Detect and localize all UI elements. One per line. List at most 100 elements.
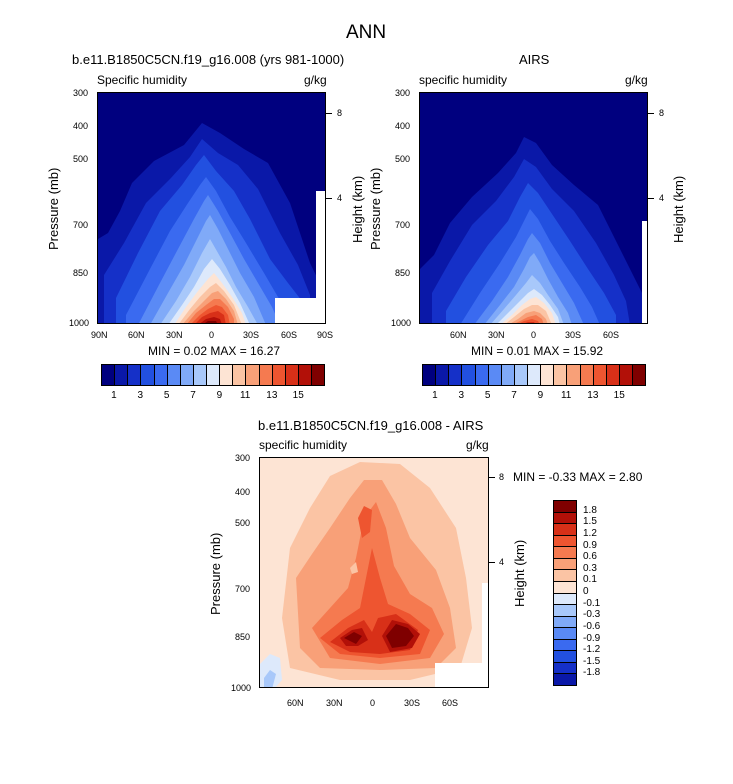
panel2-title: AIRS: [519, 52, 550, 67]
panel3-ylabel: Pressure (mb): [208, 532, 223, 615]
panel2-xtick-60s: 60S: [603, 330, 620, 340]
panel1-rtick-4: 4: [337, 193, 343, 203]
panel3-ytick-1000: 1000: [231, 683, 252, 693]
panel3-ytick-500: 500: [235, 518, 251, 528]
colorbar-label: 0.1: [583, 574, 597, 586]
panel1-ylabel-right: Height (km): [350, 175, 365, 243]
panel2-colorbar: [422, 364, 646, 386]
panel3-ytick-850: 850: [235, 632, 251, 642]
colorbar-swatch: [193, 365, 207, 385]
colorbar-swatch: [312, 365, 325, 385]
panel2-ytick-400: 400: [395, 121, 411, 131]
panel2-rtick-4-mark: [648, 198, 654, 199]
panel2-rtick-8-mark: [648, 113, 654, 114]
panel2-rtick-4: 4: [659, 193, 665, 203]
colorbar-label: 1.8: [583, 504, 597, 516]
colorbar-swatch: [554, 593, 576, 606]
panel2-ytick-700: 700: [395, 220, 411, 230]
colorbar-label: -0.6: [583, 620, 601, 632]
colorbar-swatch: [619, 365, 633, 385]
panel3-ylabel-right: Height (km): [512, 539, 527, 607]
panel1-ytick-300: 300: [73, 88, 89, 98]
panel3-colorbar: [553, 500, 577, 686]
colorbar-label: 0.6: [583, 551, 597, 563]
panel2-ylabel: Pressure (mb): [368, 167, 383, 250]
colorbar-swatch: [554, 662, 576, 675]
colorbar-swatch: [115, 365, 129, 385]
colorbar-swatch: [633, 365, 646, 385]
colorbar-swatch: [528, 365, 542, 385]
colorbar-swatch: [475, 365, 489, 385]
panel3-xtick-30s: 30S: [404, 698, 421, 708]
colorbar-label: 1: [111, 390, 117, 401]
colorbar-swatch: [554, 524, 576, 536]
panel3-xtick-60n: 60N: [287, 698, 304, 708]
colorbar-label: 3: [137, 390, 144, 401]
colorbar-swatch: [462, 365, 476, 385]
panel2-ytick-1000: 1000: [391, 318, 412, 328]
panel3-ytick-400: 400: [235, 487, 251, 497]
colorbar-swatch: [501, 365, 515, 385]
panel2-rtick-8: 8: [659, 108, 665, 118]
colorbar-swatch: [488, 365, 502, 385]
panel1-minmax: MIN = 0.02 MAX = 16.27: [148, 344, 281, 358]
colorbar-label: 9: [537, 390, 544, 401]
colorbar-swatch: [554, 535, 576, 548]
colorbar-swatch: [567, 365, 581, 385]
colorbar-swatch: [554, 547, 576, 559]
colorbar-label: 11: [560, 390, 572, 401]
panel3-minmax: MIN = -0.33 MAX = 2.80: [513, 470, 643, 484]
colorbar-swatch: [580, 365, 594, 385]
panel1-plot: [97, 92, 326, 324]
panel1-xtick-0: 0: [209, 330, 215, 340]
panel2-field: [420, 137, 647, 323]
colorbar-label: 1.5: [583, 516, 597, 528]
colorbar-swatch: [606, 365, 620, 385]
colorbar-swatch: [220, 365, 234, 385]
panel2-xtick-0: 0: [531, 330, 537, 340]
colorbar-label: -0.9: [583, 632, 601, 644]
panel2-left-label: specific humidity: [419, 73, 508, 87]
panel1-colorbar: [101, 364, 325, 386]
panel1-left-label: Specific humidity: [97, 73, 188, 87]
colorbar-swatch: [449, 365, 463, 385]
colorbar-label: -1.5: [583, 655, 601, 667]
colorbar-swatch: [233, 365, 247, 385]
colorbar-label: 15: [613, 390, 625, 401]
panel1-xtick-90n: 90N: [91, 330, 108, 340]
panel1-xtick-90s: 90S: [317, 330, 334, 340]
panel2-xtick-60n: 60N: [450, 330, 467, 340]
colorbar-swatch: [259, 365, 273, 385]
colorbar-swatch: [128, 365, 142, 385]
colorbar-swatch: [298, 365, 312, 385]
colorbar-label: -1.8: [583, 667, 601, 679]
panel1-xtick-30n: 30N: [166, 330, 183, 340]
panel1-units: g/kg: [304, 73, 327, 87]
panel3-rtick-4: 4: [499, 557, 505, 567]
colorbar-swatch: [102, 365, 116, 385]
colorbar-label: 7: [190, 390, 196, 401]
colorbar-swatch: [207, 365, 221, 385]
panel3-left-label: specific humidity: [259, 438, 348, 452]
panel3-ytick-300: 300: [235, 453, 251, 463]
panel1-ytick-500: 500: [73, 154, 89, 164]
colorbar-swatch: [554, 570, 576, 582]
colorbar-swatch: [272, 365, 286, 385]
colorbar-label: 0.9: [583, 539, 597, 551]
panel3-rtick-8: 8: [499, 472, 505, 482]
colorbar-swatch: [180, 365, 194, 385]
colorbar-label: 1: [432, 390, 438, 401]
colorbar-swatch: [554, 512, 576, 525]
panel2-xtick-30s: 30S: [565, 330, 582, 340]
panel2-ytick-300: 300: [395, 88, 411, 98]
colorbar-swatch: [436, 365, 450, 385]
colorbar-label: 9: [216, 390, 223, 401]
panel2-ytick-500: 500: [395, 154, 411, 164]
colorbar-label: 1.2: [583, 527, 597, 539]
colorbar-swatch: [154, 365, 168, 385]
panel3-title: b.e11.B1850C5CN.f19_g16.008 - AIRS: [258, 418, 484, 433]
panel2-minmax: MIN = 0.01 MAX = 15.92: [471, 344, 604, 358]
colorbar-label: 0.3: [583, 562, 597, 574]
colorbar-label: 0: [583, 586, 589, 597]
colorbar-label: -0.3: [583, 609, 601, 621]
